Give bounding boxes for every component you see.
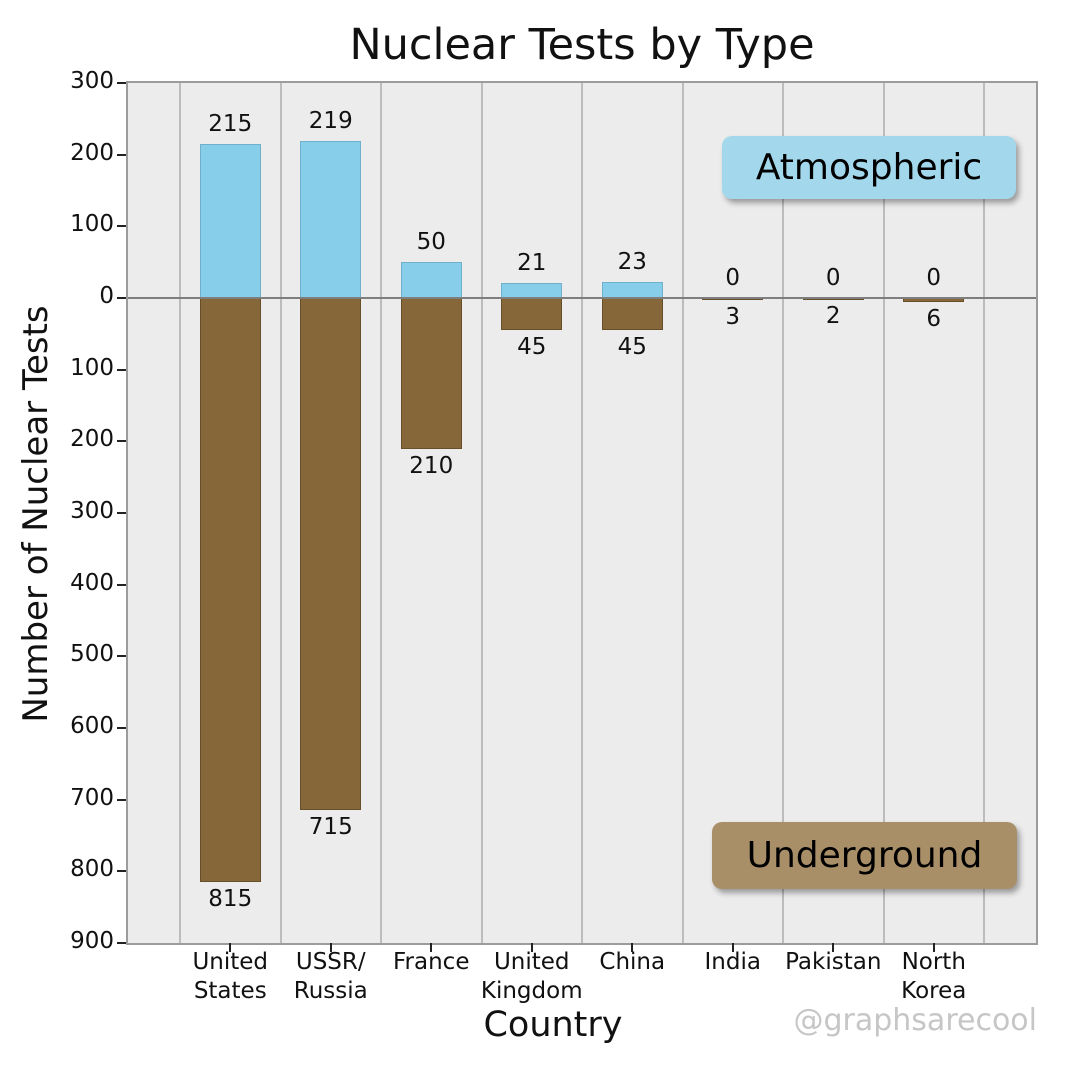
value-label-atmospheric: 50 xyxy=(416,229,446,256)
chart-title: Nuclear Tests by Type xyxy=(349,20,815,70)
x-tick-label: Pakistan xyxy=(785,949,882,975)
gridline xyxy=(179,83,181,943)
legend-atmospheric: Atmospheric xyxy=(722,136,1016,199)
gridline xyxy=(480,83,483,943)
x-tick xyxy=(229,943,232,952)
bar-atmospheric xyxy=(501,282,563,298)
y-tick xyxy=(117,942,126,944)
x-tick xyxy=(832,943,835,952)
value-label-underground: 45 xyxy=(617,334,647,361)
gridline xyxy=(882,83,885,943)
value-label-underground: 815 xyxy=(208,886,253,913)
bar-atmospheric xyxy=(199,143,261,298)
y-tick-label: 100 xyxy=(70,354,114,381)
value-label-atmospheric: 21 xyxy=(517,249,547,276)
value-label-atmospheric: 23 xyxy=(617,248,647,275)
value-label-underground: 45 xyxy=(517,334,547,361)
y-tick-label: 300 xyxy=(70,68,114,94)
y-tick-label: 200 xyxy=(70,426,114,453)
x-tick-label: China xyxy=(599,949,666,975)
value-label-atmospheric: 0 xyxy=(825,265,841,291)
y-tick-label: 300 xyxy=(70,498,114,524)
y-tick xyxy=(117,512,126,514)
y-tick xyxy=(117,297,126,299)
gridline xyxy=(782,83,784,943)
y-tick-label: 900 xyxy=(70,928,114,954)
bar-underground xyxy=(199,298,261,883)
y-tick xyxy=(117,82,126,84)
x-tick-label: United States xyxy=(192,949,269,1004)
x-tick-label: France xyxy=(393,949,470,975)
x-tick xyxy=(530,943,533,952)
value-label-underground: 2 xyxy=(825,303,841,330)
x-tick xyxy=(932,943,935,952)
value-label-underground: 715 xyxy=(308,814,353,841)
gridline xyxy=(380,83,382,943)
x-tick xyxy=(329,943,332,952)
y-tick-label: 500 xyxy=(70,641,114,668)
y-tick-label: 800 xyxy=(70,856,114,883)
bar-underground xyxy=(601,298,663,331)
y-tick-label: 400 xyxy=(70,569,114,596)
watermark: @graphsarecool xyxy=(793,1003,1037,1038)
y-tick-label: 700 xyxy=(70,784,114,811)
gridline xyxy=(983,83,985,943)
value-label-atmospheric: 219 xyxy=(308,108,353,135)
zero-line xyxy=(128,297,1036,299)
y-tick-label: 600 xyxy=(70,713,114,739)
gridline xyxy=(681,83,684,943)
x-tick-label: India xyxy=(704,949,761,975)
x-tick-label: USSR/ Russia xyxy=(293,949,368,1004)
bar-atmospheric xyxy=(400,262,462,298)
y-tick xyxy=(117,655,126,658)
gridline xyxy=(581,83,583,943)
y-tick xyxy=(117,368,126,371)
bar-atmospheric xyxy=(300,141,362,298)
value-label-atmospheric: 215 xyxy=(208,110,253,137)
bar-atmospheric xyxy=(601,281,663,298)
value-label-atmospheric: 0 xyxy=(725,265,741,291)
x-tick xyxy=(430,943,433,952)
y-tick-label: 100 xyxy=(70,211,114,238)
y-tick-label: 0 xyxy=(99,283,114,309)
x-tick xyxy=(631,943,634,952)
bar-underground xyxy=(501,298,563,331)
x-axis-label: Country xyxy=(483,1005,623,1045)
x-tick-label: United Kingdom xyxy=(480,949,583,1004)
value-label-underground: 3 xyxy=(725,304,741,331)
value-label-underground: 210 xyxy=(409,452,454,479)
y-tick xyxy=(117,583,126,586)
gridline xyxy=(279,83,282,943)
plot-area xyxy=(126,81,1038,945)
y-tick xyxy=(117,440,126,443)
legend-atmospheric-label: Atmospheric xyxy=(755,147,983,188)
x-tick xyxy=(731,943,734,952)
bar-underground xyxy=(300,298,362,811)
y-tick xyxy=(117,153,126,156)
y-tick xyxy=(117,727,126,729)
y-tick-label: 200 xyxy=(70,139,114,166)
y-tick xyxy=(117,870,126,873)
bar-underground xyxy=(400,298,462,449)
y-tick xyxy=(117,798,126,801)
y-tick xyxy=(117,225,126,228)
value-label-atmospheric: 0 xyxy=(926,265,942,291)
legend-underground: Underground xyxy=(712,822,1017,889)
value-label-underground: 6 xyxy=(926,306,942,333)
x-tick-label: North Korea xyxy=(901,949,967,1004)
legend-underground-label: Underground xyxy=(746,835,983,876)
